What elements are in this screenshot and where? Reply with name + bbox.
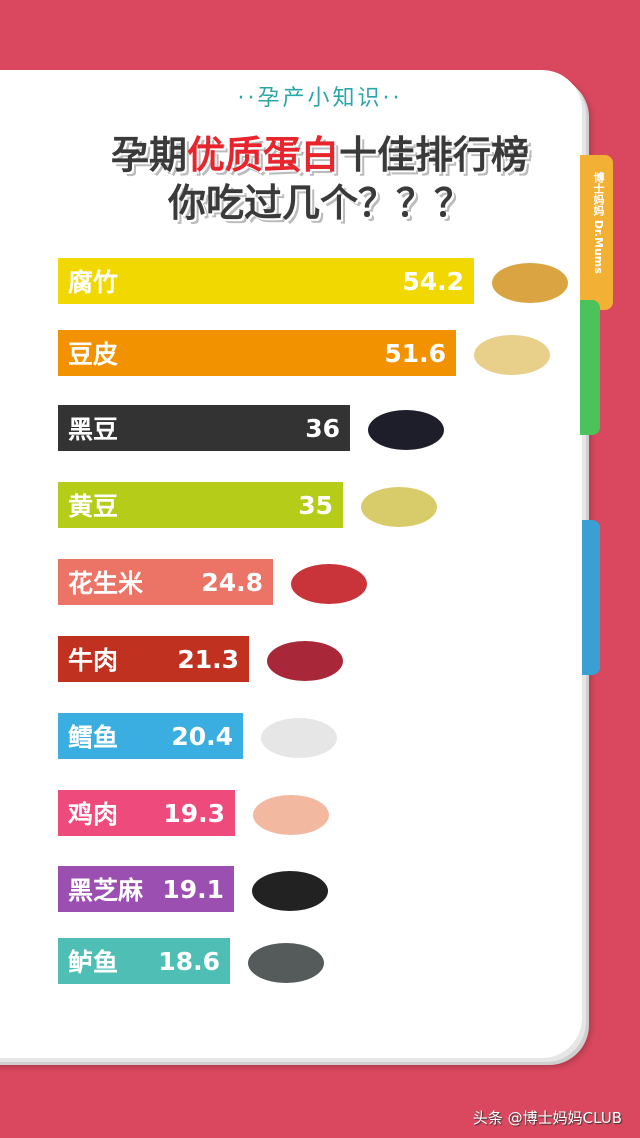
tab-orange[interactable] [580, 155, 613, 310]
bar: 牛肉 21.3 [58, 636, 249, 682]
value-label: 19.3 [163, 798, 225, 828]
food-image [291, 564, 367, 604]
food-image [253, 795, 329, 835]
food-image [261, 718, 337, 758]
bar: 黑芝麻 19.1 [58, 866, 234, 912]
title-part: 十佳排行榜 [339, 133, 530, 177]
food-image [368, 410, 444, 450]
value-label: 51.6 [384, 338, 446, 368]
food-image [492, 263, 568, 303]
value-label: 18.6 [158, 946, 220, 976]
title-part: 孕期 [110, 133, 187, 177]
page-title-line2: 你吃过几个？？？ [167, 181, 472, 225]
bar: 鸡肉 19.3 [58, 790, 235, 836]
bar: 豆皮 51.6 [58, 330, 456, 376]
bar: 鳕鱼 20.4 [58, 713, 243, 759]
title-highlight: 优质蛋白 [186, 133, 339, 177]
category-label: 花生米 [68, 569, 144, 598]
bar: 鲈鱼 18.6 [58, 938, 230, 984]
bar: 黄豆 35 [58, 482, 343, 528]
bar: 花生米 24.8 [58, 559, 273, 605]
category-label: 鸡肉 [68, 800, 119, 829]
tab-green[interactable] [580, 300, 600, 435]
food-image [361, 487, 437, 527]
page-title: 孕期优质蛋白十佳排行榜 [0, 124, 640, 179]
category-label: 豆皮 [68, 340, 119, 369]
category-label: 腐竹 [68, 268, 119, 297]
value-label: 24.8 [201, 567, 263, 597]
value-label: 20.4 [171, 721, 233, 751]
food-image [474, 335, 550, 375]
tab-blue[interactable] [582, 520, 600, 675]
value-label: 21.3 [177, 644, 239, 674]
value-label: 36 [305, 413, 340, 443]
category-label: 鳕鱼 [68, 723, 119, 752]
brand-logo: 博士妈妈 Dr.Mums [592, 172, 605, 274]
footer-watermark: 头条 @博士妈妈CLUB [472, 1109, 622, 1127]
bar: 黑豆 36 [58, 405, 350, 451]
category-label: 牛肉 [68, 646, 119, 675]
food-image [267, 641, 343, 681]
category-label: 黄豆 [68, 492, 119, 521]
value-label: 35 [298, 490, 333, 520]
food-image [252, 871, 328, 911]
food-image [248, 943, 324, 983]
value-label: 19.1 [162, 874, 224, 904]
subtitle: ··孕产小知识·· [237, 86, 403, 111]
category-label: 黑芝麻 [68, 876, 144, 905]
bar: 腐竹 54.2 [58, 258, 474, 304]
category-label: 黑豆 [68, 415, 119, 444]
category-label: 鲈鱼 [68, 948, 119, 977]
value-label: 54.2 [402, 266, 464, 296]
